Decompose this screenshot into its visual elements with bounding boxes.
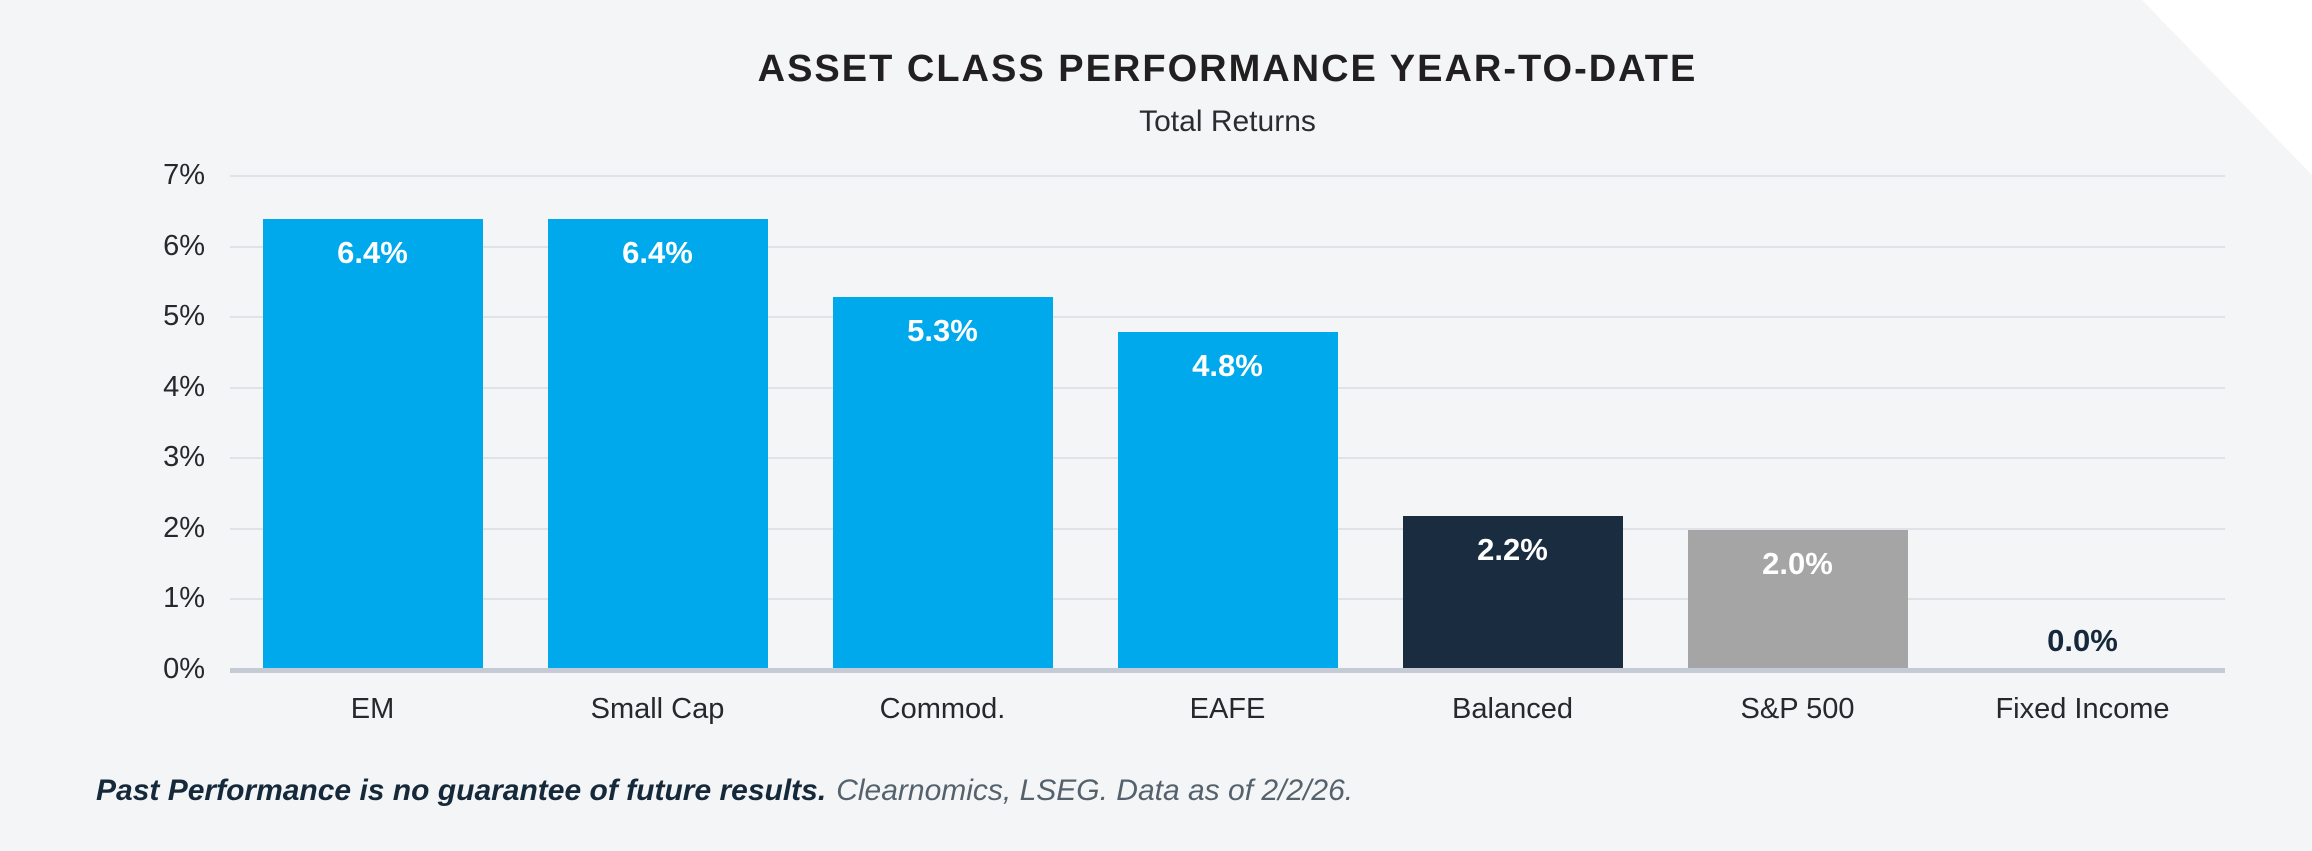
x-label-em: EM [350, 693, 395, 725]
bar-commod: 5.3% [832, 296, 1053, 671]
bar-slot-s-p-500: 2.0% [1655, 177, 1940, 671]
y-tick-label-7%: 7% [163, 159, 205, 191]
bar-value-s-p-500: 2.0% [1762, 545, 1833, 581]
bar-slot-eafe: 4.8% [1085, 177, 1370, 671]
x-axis-line [230, 668, 2225, 673]
y-axis: 0% 1% 2% 3% 4% 5% 6% 7% [0, 161, 205, 684]
bar-slot-em: 6.4% [230, 177, 515, 671]
bar-value-small-cap: 6.4% [622, 235, 693, 271]
x-label-commod: Commod. [879, 693, 1006, 725]
y-tick-label-6%: 6% [163, 229, 205, 262]
footer-source: Clearnomics, LSEG. Data as of 2/2/26. [836, 774, 1354, 807]
plot-area: 6.4% 6.4% 5.3% 4.8% 2.2% 2.0% 0.0% [230, 175, 2225, 673]
y-tick-label-2%: 2% [163, 511, 205, 544]
footer-disclaimer-bold: Past Performance is no guarantee of futu… [96, 774, 827, 807]
bar-value-eafe: 4.8% [1192, 348, 1263, 384]
y-tick-label-3%: 3% [163, 441, 205, 474]
y-tick-label-4%: 4% [163, 370, 205, 403]
bar-eafe: 4.8% [1117, 332, 1338, 671]
bar-balanced: 2.2% [1402, 515, 1623, 671]
chart-title: ASSET CLASS PERFORMANCE YEAR-TO-DATE [757, 48, 1698, 90]
x-label-small-cap: Small Cap [590, 693, 725, 725]
y-tick-label-1%: 1% [163, 582, 205, 615]
bar-slot-commod: 5.3% [800, 177, 1085, 671]
x-label-eafe: EAFE [1189, 693, 1266, 725]
bar-value-fixed-income: 0.0% [2047, 623, 2118, 658]
gridline-6% [230, 245, 2225, 248]
bar-em: 6.4% [262, 219, 483, 671]
bar-value-em: 6.4% [337, 235, 408, 271]
bars-row: 6.4% 6.4% 5.3% 4.8% 2.2% 2.0% 0.0% [230, 177, 2225, 671]
bar-slot-small-cap: 6.4% [515, 177, 800, 671]
footer-disclaimer: Past Performance is no guarantee of futu… [96, 774, 1353, 808]
gridline-7% [230, 175, 2225, 177]
bar-slot-balanced: 2.2% [1370, 177, 1655, 671]
y-tick-label-5%: 5% [163, 300, 205, 333]
bar-slot-fixed-income: 0.0% [1940, 177, 2225, 671]
bar-value-commod: 5.3% [907, 312, 978, 348]
bar-s-p-500: 2.0% [1687, 529, 1908, 671]
x-label-balanced: Balanced [1452, 693, 1573, 725]
gridline-5% [230, 316, 2225, 319]
x-label-fixed-income: Fixed Income [1995, 693, 2170, 725]
chart-subtitle: Total Returns [1139, 105, 1316, 138]
bar-small-cap: 6.4% [547, 219, 768, 671]
chart-header: ASSET CLASS PERFORMANCE YEAR-TO-DATE Tot… [230, 48, 2225, 139]
x-label-s-p-500: S&P 500 [1740, 693, 1855, 725]
x-axis-labels: EM Small Cap Commod. EAFE Balanced S&P 500 Fix… [230, 693, 2225, 726]
y-tick-label-0%: 0% [163, 653, 205, 685]
bar-value-balanced: 2.2% [1477, 531, 1548, 567]
